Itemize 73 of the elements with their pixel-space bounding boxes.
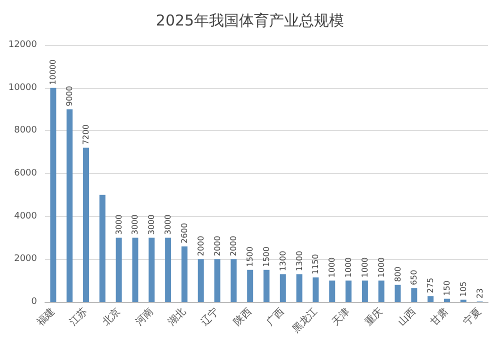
bar <box>362 280 368 302</box>
bar <box>165 238 172 302</box>
x-tick-label: 宁夏 <box>461 305 484 328</box>
data-label: 105 <box>458 281 468 297</box>
data-label: 1300 <box>294 250 304 272</box>
bar <box>444 298 450 302</box>
bar <box>394 284 401 302</box>
x-tick-label: 重庆 <box>362 305 386 328</box>
bar <box>346 280 352 302</box>
data-label: 3000 <box>147 214 156 235</box>
y-tick-label: 0 <box>31 297 38 307</box>
data-label: 1000 <box>344 257 354 278</box>
data-label: 1300 <box>278 250 288 272</box>
bar <box>230 259 237 302</box>
bar <box>50 88 56 302</box>
chart-title: 2025年我国体育产业总规模 <box>156 12 344 30</box>
x-tick-label: 北京 <box>100 305 123 328</box>
data-label: 3000 <box>164 214 173 235</box>
bar <box>247 270 254 302</box>
data-label: 2000 <box>196 236 206 256</box>
x-tick-label: 江苏 <box>67 305 90 328</box>
bar <box>280 274 286 302</box>
data-label: 3000 <box>130 214 140 235</box>
x-tick-label: 陕西 <box>231 305 254 328</box>
x-tick-label: 辽宁 <box>198 305 222 328</box>
x-tick-label: 湖北 <box>166 305 188 328</box>
bar <box>132 238 138 302</box>
bar <box>411 288 418 302</box>
data-label: 1000 <box>376 257 386 278</box>
x-tick-label: 黑龙江 <box>290 305 320 336</box>
data-label: 2000 <box>212 236 222 256</box>
bar <box>198 259 204 302</box>
x-tick-label: 天津 <box>330 305 352 328</box>
x-tick-label: 甘肃 <box>428 305 451 328</box>
data-label: 275 <box>426 278 436 294</box>
data-label: 1500 <box>262 246 271 267</box>
x-tick-label: 福建 <box>34 305 58 328</box>
bar <box>264 270 270 302</box>
data-label: 150 <box>442 280 452 296</box>
x-tick-label: 广西 <box>264 305 287 328</box>
y-tick-label: 4000 <box>14 211 38 222</box>
bar <box>83 148 90 302</box>
y-tick-label: 8000 <box>14 126 38 136</box>
y-tick-label: 12000 <box>8 40 38 50</box>
bar <box>181 246 188 302</box>
data-label: 23 <box>475 288 484 299</box>
bar <box>148 238 155 302</box>
bar <box>296 274 302 302</box>
data-label: 10000 <box>48 59 58 85</box>
bar <box>66 109 73 302</box>
data-label: 2600 <box>180 222 189 244</box>
data-label: 1000 <box>328 257 337 278</box>
data-label: 9000 <box>65 86 74 106</box>
data-label: 1000 <box>360 257 370 278</box>
data-label: 1500 <box>246 246 255 267</box>
data-label: 3000 <box>114 214 124 235</box>
x-tick-label: 山西 <box>395 305 418 328</box>
data-label: 800 <box>393 266 402 282</box>
data-label: 2000 <box>229 236 238 256</box>
data-label: 1150 <box>311 254 320 274</box>
y-tick-label: 2000 <box>14 254 38 264</box>
bar <box>116 238 122 302</box>
bar <box>214 259 220 302</box>
x-tick-label: 河南 <box>132 305 156 328</box>
y-tick-label: 10000 <box>8 82 38 93</box>
data-label: 7200 <box>82 124 91 145</box>
bar <box>329 280 336 302</box>
y-tick-label: 6000 <box>14 168 38 178</box>
bar <box>312 277 319 302</box>
data-label: 650 <box>410 270 419 286</box>
bar <box>428 296 434 302</box>
bar <box>99 194 106 302</box>
bar <box>378 280 384 302</box>
